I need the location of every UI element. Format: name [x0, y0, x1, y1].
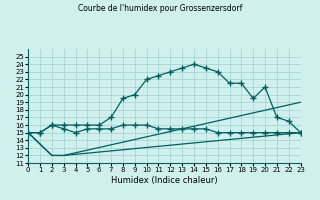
Text: Courbe de l'humidex pour Grossenzersdorf: Courbe de l'humidex pour Grossenzersdorf	[78, 4, 242, 13]
X-axis label: Humidex (Indice chaleur): Humidex (Indice chaleur)	[111, 176, 218, 185]
